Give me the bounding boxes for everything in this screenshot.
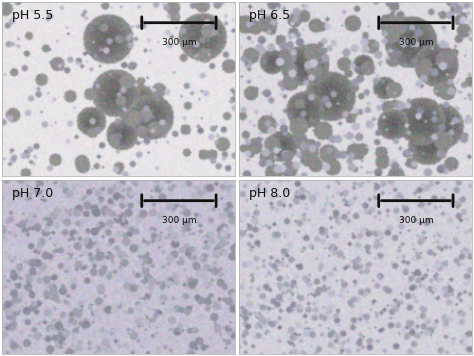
- Text: 300 μm: 300 μm: [162, 38, 196, 47]
- Text: pH 5.5: pH 5.5: [12, 9, 53, 22]
- Text: 300 μm: 300 μm: [399, 38, 433, 47]
- Text: 300 μm: 300 μm: [399, 216, 433, 225]
- Text: pH 7.0: pH 7.0: [12, 187, 53, 200]
- Text: pH 6.5: pH 6.5: [249, 9, 290, 22]
- Text: pH 8.0: pH 8.0: [249, 187, 290, 200]
- Text: 300 μm: 300 μm: [162, 216, 196, 225]
